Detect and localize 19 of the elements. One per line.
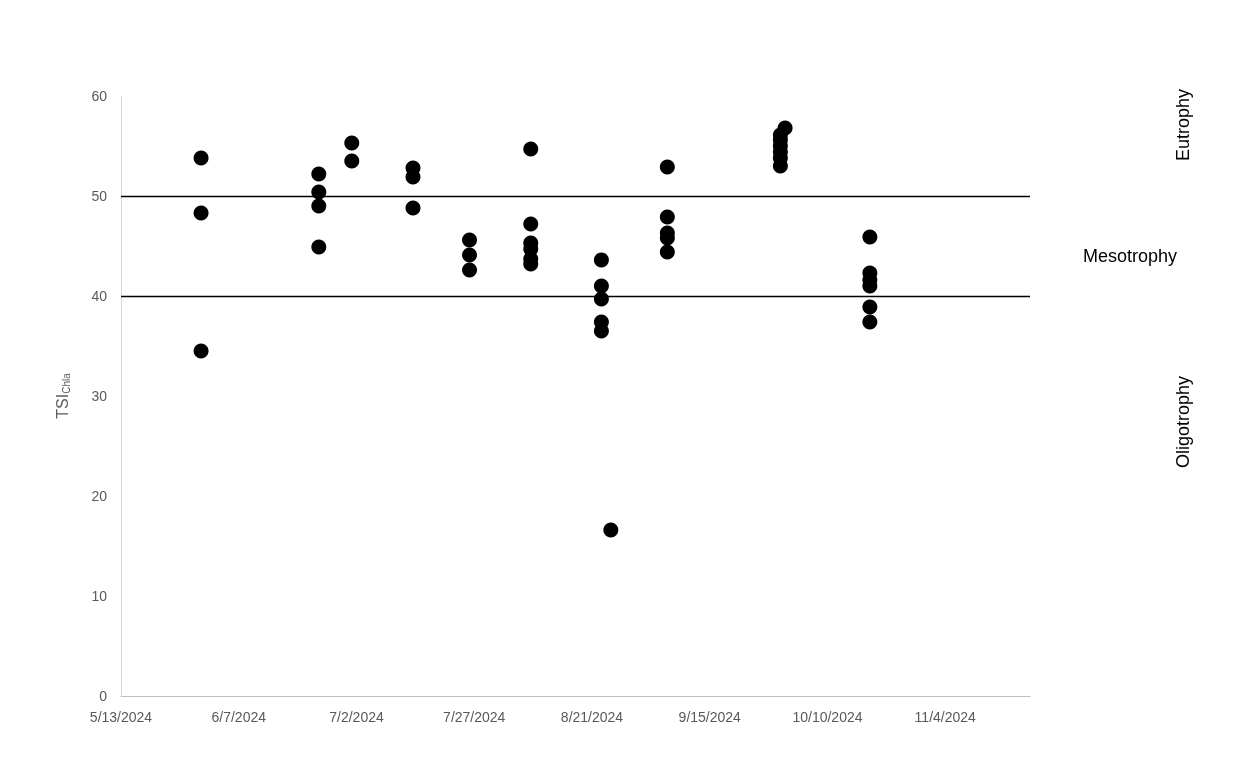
y-tick-label: 50 (91, 188, 108, 204)
x-tick-label: 10/10/2024 (792, 709, 863, 725)
y-tick-label: 10 (91, 588, 108, 604)
text: Oligotrophy (1173, 375, 1193, 469)
x-tick-label: 5/13/2024 (89, 709, 153, 725)
y-tick-label: 60 (91, 88, 108, 104)
y-tick-label: 40 (91, 288, 108, 304)
x-tick-label: 9/15/2024 (678, 709, 742, 725)
text: Mesotrophy (1082, 246, 1178, 266)
y-tick-label: 20 (91, 488, 108, 504)
x-tick-label: 11/4/2024 (914, 709, 977, 725)
y-tick-label: 0 (99, 688, 108, 704)
text: Eutrophy (1173, 88, 1193, 162)
x-tick-label: 8/21/2024 (560, 709, 624, 725)
y-tick-label: 30 (91, 388, 108, 404)
x-tick-label: 7/27/2024 (443, 709, 506, 725)
x-tick-label: 6/7/2024 (211, 709, 267, 725)
y-axis-title: TSIChla (53, 372, 72, 419)
x-tick-label: 7/2/2024 (329, 709, 384, 725)
